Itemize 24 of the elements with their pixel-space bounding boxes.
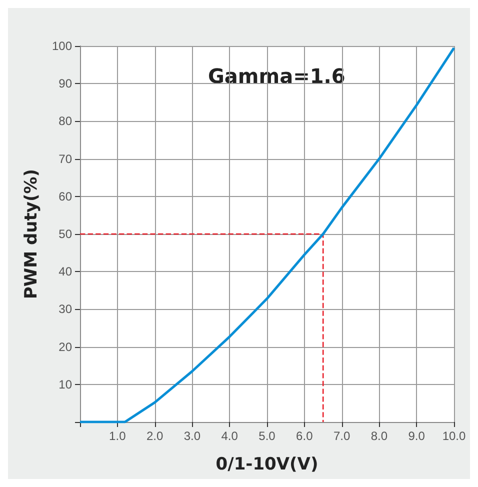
y-tick-label: 60	[58, 189, 72, 204]
y-tick-label: 50	[58, 227, 72, 241]
x-tick-label: 6.0	[296, 429, 314, 443]
x-tick-label: 10.0	[442, 429, 466, 443]
y-tick-label: 90	[58, 76, 72, 91]
x-axis-title: 0/1-10V(V)	[216, 454, 318, 474]
annotation: Gamma=1.6	[208, 64, 346, 88]
x-tick-label: 4.0	[221, 429, 238, 443]
y-tick-label: 20	[58, 340, 72, 354]
x-tick-label: 7.0	[333, 429, 350, 443]
y-tick-label: 40	[58, 264, 72, 279]
y-tick-label: 30	[58, 302, 72, 316]
y-tick-label: 100	[52, 39, 72, 53]
x-tick-label: 9.0	[408, 429, 426, 443]
x-tick-label: 8.0	[370, 429, 388, 443]
y-tick-label: 80	[58, 114, 72, 128]
x-tick-label: 2.0	[146, 429, 164, 443]
x-tick-label: 3.0	[184, 429, 201, 443]
line-series	[78, 46, 456, 424]
y-tick-label: 10	[58, 377, 72, 392]
y-tick-label: 70	[58, 152, 72, 166]
x-tick-label: 1.0	[109, 429, 126, 443]
y-axis-title: PWM duty(%)	[22, 168, 42, 300]
x-tick-label: 5.0	[258, 429, 276, 443]
